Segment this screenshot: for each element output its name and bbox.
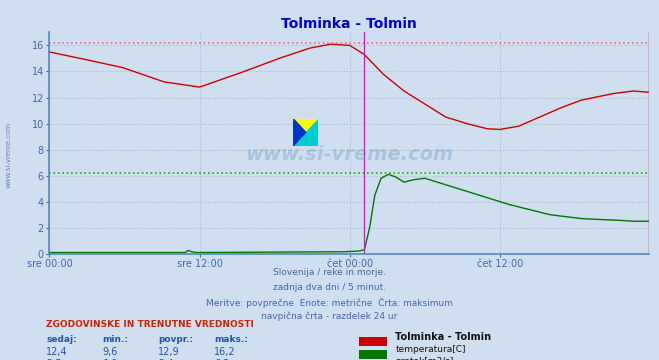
Text: 12,4: 12,4	[46, 347, 68, 357]
Text: www.si-vreme.com: www.si-vreme.com	[5, 122, 11, 188]
Polygon shape	[293, 119, 318, 146]
Text: 16,2: 16,2	[214, 347, 236, 357]
Text: pretok[m3/s]: pretok[m3/s]	[395, 357, 454, 360]
Polygon shape	[293, 119, 306, 146]
Text: ZGODOVINSKE IN TRENUTNE VREDNOSTI: ZGODOVINSKE IN TRENUTNE VREDNOSTI	[46, 320, 254, 329]
Text: sedaj:: sedaj:	[46, 335, 77, 344]
Text: www.si-vreme.com: www.si-vreme.com	[245, 145, 453, 164]
Title: Tolminka - Tolmin: Tolminka - Tolmin	[281, 17, 417, 31]
Polygon shape	[293, 119, 318, 146]
Text: maks.:: maks.:	[214, 335, 248, 344]
Text: 0,9: 0,9	[102, 359, 117, 360]
Text: 2,5: 2,5	[46, 359, 62, 360]
Text: Meritve: povprečne  Enote: metrične  Črta: maksimum: Meritve: povprečne Enote: metrične Črta:…	[206, 297, 453, 307]
Text: navpična črta - razdelek 24 ur: navpična črta - razdelek 24 ur	[262, 311, 397, 321]
Text: Tolminka - Tolmin: Tolminka - Tolmin	[395, 332, 492, 342]
Text: 6,2: 6,2	[214, 359, 230, 360]
Text: povpr.:: povpr.:	[158, 335, 193, 344]
Text: 9,6: 9,6	[102, 347, 117, 357]
Text: min.:: min.:	[102, 335, 128, 344]
Text: 12,9: 12,9	[158, 347, 180, 357]
Text: 2,4: 2,4	[158, 359, 174, 360]
Text: zadnja dva dni / 5 minut.: zadnja dva dni / 5 minut.	[273, 283, 386, 292]
Text: Slovenija / reke in morje.: Slovenija / reke in morje.	[273, 268, 386, 277]
Text: temperatura[C]: temperatura[C]	[395, 345, 466, 354]
